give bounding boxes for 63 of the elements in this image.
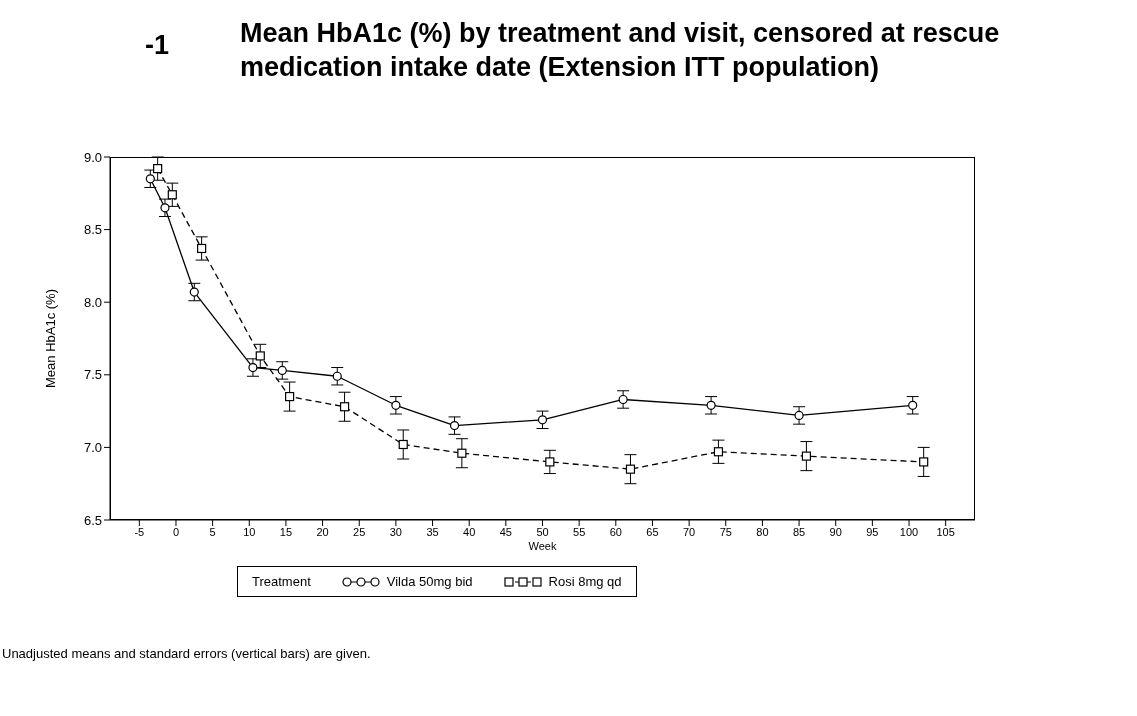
- point: [197, 243, 207, 254]
- x-tick-label: 85: [792, 525, 806, 538]
- y-tick-label: 8.5: [83, 222, 102, 238]
- point: [145, 174, 155, 184]
- point: [285, 391, 295, 402]
- x-tick-label: 60: [609, 525, 622, 538]
- point: [706, 400, 716, 410]
- point: [801, 451, 811, 461]
- x-tick-label: 10: [243, 525, 256, 538]
- x-tick-label: 55: [573, 525, 586, 538]
- y-axis-title: Mean HbA1c (%): [42, 289, 58, 388]
- point: [449, 421, 460, 431]
- x-tick-label: 30: [389, 525, 403, 538]
- x-tick-label: 25: [353, 525, 366, 538]
- y-tick-label: 9.0: [83, 149, 102, 165]
- point: [332, 371, 342, 381]
- x-tick-label: 15: [279, 525, 293, 538]
- legend-label: Rosi 8mg qd: [547, 574, 622, 589]
- x-tick-label: 40: [463, 525, 476, 538]
- point: [189, 287, 199, 297]
- legend-label: Vilda 50mg bid: [385, 574, 473, 589]
- x-tick-label: 0: [172, 525, 180, 538]
- y-tick-label: 7.5: [83, 367, 102, 383]
- x-tick-label: -5: [134, 525, 145, 538]
- point: [167, 190, 177, 200]
- legend-title: Treatment: [252, 574, 311, 589]
- x-tick-label: 95: [866, 525, 879, 538]
- chart-title: Mean HbA1c (%) by treatment and visit, censored at rescue medication intake date (Extension ITT population): [240, 17, 1001, 84]
- point: [457, 448, 467, 458]
- x-tick-label: 35: [426, 525, 439, 538]
- point: [537, 415, 548, 425]
- point: [545, 457, 555, 467]
- point: [153, 164, 163, 174]
- point: [625, 464, 636, 474]
- y-tick-label: 6.5: [83, 512, 102, 528]
- y-tick-label: 8.0: [83, 294, 102, 310]
- x-tick-label: 100: [899, 525, 919, 538]
- point: [908, 400, 918, 410]
- point: [391, 400, 401, 410]
- x-tick-label: 90: [829, 525, 842, 538]
- point: [919, 457, 929, 467]
- point: [618, 394, 628, 405]
- point: [255, 351, 265, 361]
- point: [794, 410, 804, 421]
- point: [277, 365, 287, 376]
- x-tick-label: 80: [756, 525, 769, 538]
- y-tick-label: 7.0: [83, 440, 102, 456]
- point: [339, 402, 350, 412]
- x-tick-label: 5: [209, 525, 216, 538]
- x-tick-label: 45: [499, 525, 512, 538]
- x-tick-label: 105: [936, 525, 955, 538]
- x-tick-label: 70: [682, 525, 696, 538]
- text: Unadjusted means and standard errors (vertical bars) are given.: [2, 646, 371, 661]
- x-tick-label: 65: [646, 525, 659, 538]
- x-axis-title: Week: [528, 540, 557, 552]
- point: [160, 203, 170, 213]
- x-tick-label: 20: [316, 525, 329, 538]
- x-tick-label: 50: [536, 525, 549, 538]
- text: -1: [145, 30, 170, 61]
- x-tick-label: 75: [719, 525, 732, 538]
- point: [248, 362, 258, 373]
- point: [398, 439, 408, 450]
- point: [713, 447, 724, 457]
